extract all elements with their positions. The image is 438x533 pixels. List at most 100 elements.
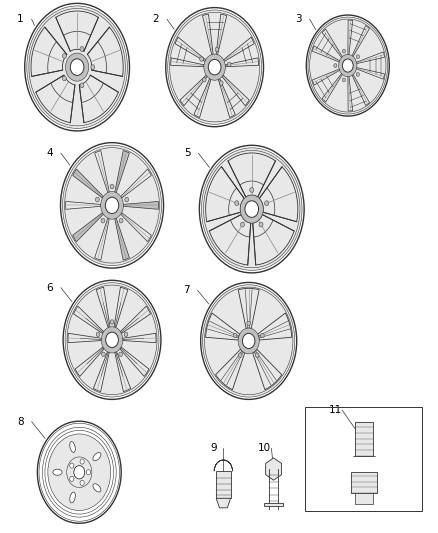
- Circle shape: [255, 353, 259, 357]
- Circle shape: [110, 184, 114, 189]
- Circle shape: [261, 333, 264, 338]
- Circle shape: [80, 459, 84, 464]
- Polygon shape: [216, 14, 227, 54]
- Circle shape: [119, 218, 123, 223]
- Circle shape: [101, 218, 105, 223]
- Text: 4: 4: [46, 148, 53, 158]
- Polygon shape: [95, 218, 110, 260]
- Text: 6: 6: [46, 283, 53, 293]
- Polygon shape: [222, 75, 249, 106]
- Circle shape: [110, 320, 114, 324]
- Polygon shape: [68, 333, 101, 343]
- Polygon shape: [120, 306, 151, 334]
- Circle shape: [65, 148, 159, 263]
- Circle shape: [310, 19, 386, 112]
- Circle shape: [80, 83, 84, 88]
- Polygon shape: [123, 333, 156, 343]
- Circle shape: [27, 6, 127, 128]
- Circle shape: [95, 197, 99, 202]
- Polygon shape: [121, 213, 152, 241]
- Circle shape: [119, 352, 123, 357]
- Circle shape: [356, 55, 360, 59]
- Polygon shape: [228, 153, 276, 197]
- Circle shape: [66, 53, 88, 81]
- Polygon shape: [56, 11, 99, 51]
- Circle shape: [238, 328, 259, 354]
- Circle shape: [63, 145, 162, 265]
- Polygon shape: [175, 37, 206, 61]
- Polygon shape: [356, 67, 385, 79]
- Circle shape: [48, 434, 111, 511]
- Polygon shape: [73, 169, 103, 198]
- Polygon shape: [73, 213, 103, 241]
- Circle shape: [29, 9, 125, 126]
- Circle shape: [65, 282, 159, 397]
- Polygon shape: [322, 73, 343, 102]
- Circle shape: [80, 46, 84, 51]
- FancyBboxPatch shape: [216, 471, 230, 498]
- Text: 5: 5: [184, 148, 191, 158]
- Circle shape: [91, 64, 95, 70]
- Polygon shape: [322, 29, 343, 58]
- Circle shape: [208, 59, 221, 75]
- Circle shape: [339, 54, 357, 77]
- Polygon shape: [194, 79, 211, 117]
- Polygon shape: [223, 37, 254, 61]
- Circle shape: [343, 49, 346, 53]
- Polygon shape: [96, 287, 110, 328]
- Circle shape: [215, 47, 219, 52]
- Circle shape: [334, 63, 337, 68]
- Polygon shape: [259, 167, 298, 222]
- Polygon shape: [206, 167, 244, 222]
- Circle shape: [265, 201, 268, 206]
- Circle shape: [205, 287, 293, 395]
- Polygon shape: [205, 313, 240, 340]
- Ellipse shape: [53, 469, 62, 475]
- Circle shape: [105, 197, 119, 214]
- Circle shape: [343, 78, 346, 82]
- Polygon shape: [209, 215, 251, 265]
- Ellipse shape: [93, 453, 101, 461]
- Polygon shape: [115, 352, 131, 392]
- Circle shape: [125, 197, 129, 202]
- Circle shape: [204, 150, 300, 268]
- Text: 10: 10: [258, 443, 272, 453]
- Circle shape: [168, 10, 261, 124]
- Polygon shape: [124, 201, 159, 209]
- Polygon shape: [180, 75, 207, 106]
- Circle shape: [235, 201, 239, 206]
- Circle shape: [250, 188, 254, 192]
- Polygon shape: [348, 76, 353, 111]
- Circle shape: [219, 81, 223, 85]
- Circle shape: [80, 480, 84, 486]
- Circle shape: [343, 59, 353, 72]
- Polygon shape: [238, 288, 259, 328]
- Circle shape: [227, 62, 231, 67]
- Polygon shape: [348, 20, 353, 55]
- Polygon shape: [121, 169, 152, 198]
- Circle shape: [170, 12, 260, 122]
- Polygon shape: [88, 27, 123, 76]
- Circle shape: [70, 59, 84, 76]
- Circle shape: [203, 285, 295, 397]
- Text: 7: 7: [183, 286, 190, 295]
- Text: 8: 8: [17, 417, 24, 427]
- Circle shape: [96, 332, 100, 337]
- Circle shape: [124, 332, 128, 337]
- Polygon shape: [95, 151, 110, 192]
- Ellipse shape: [93, 484, 101, 492]
- Text: 1: 1: [17, 14, 24, 25]
- Circle shape: [240, 222, 244, 227]
- Polygon shape: [218, 79, 235, 117]
- Polygon shape: [74, 306, 104, 334]
- Polygon shape: [93, 352, 109, 392]
- Circle shape: [233, 333, 237, 338]
- Circle shape: [70, 463, 74, 468]
- Polygon shape: [115, 218, 129, 260]
- Polygon shape: [171, 58, 204, 67]
- Polygon shape: [66, 201, 101, 209]
- Polygon shape: [120, 347, 149, 376]
- Polygon shape: [253, 215, 294, 265]
- Circle shape: [247, 321, 251, 326]
- Polygon shape: [356, 52, 385, 64]
